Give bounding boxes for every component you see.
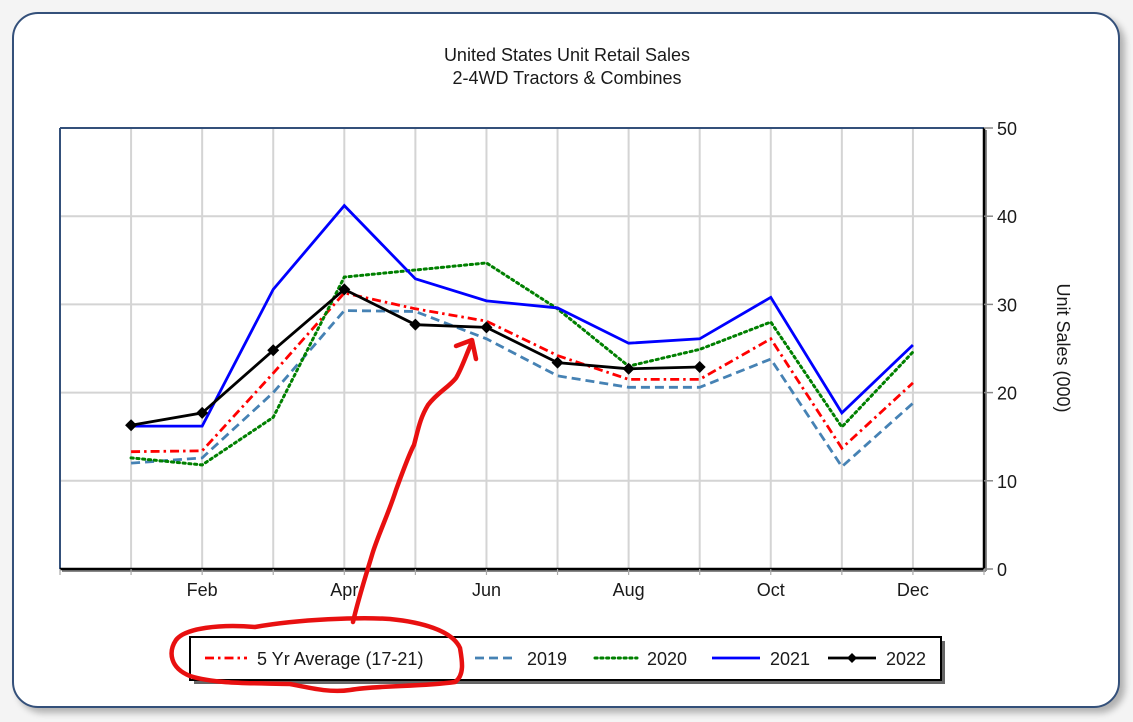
data-point-marker bbox=[338, 283, 351, 296]
legend-label: 2019 bbox=[527, 649, 567, 669]
data-point-marker bbox=[196, 406, 209, 419]
x-tick-label: Jun bbox=[472, 580, 501, 600]
series-line bbox=[131, 291, 914, 454]
data-point-marker bbox=[693, 361, 706, 374]
x-tick-label: Oct bbox=[757, 580, 785, 600]
series-2020 bbox=[129, 261, 915, 467]
y-tick-label: 0 bbox=[997, 560, 1007, 580]
x-tick-label: Aug bbox=[613, 580, 645, 600]
annotation-arrowhead bbox=[453, 337, 479, 362]
y-tick-label: 40 bbox=[997, 207, 1017, 227]
chart-title: United States Unit Retail Sales bbox=[444, 45, 690, 65]
plot-border bbox=[59, 127, 987, 572]
data-point-marker bbox=[267, 344, 280, 357]
chart-subtitle: 2-4WD Tractors & Combines bbox=[452, 68, 681, 88]
series-2019 bbox=[130, 309, 914, 469]
plot-area bbox=[60, 128, 984, 569]
series-layer bbox=[125, 203, 915, 469]
data-point-marker bbox=[622, 362, 635, 375]
y-tick-label: 10 bbox=[997, 472, 1017, 492]
data-point-marker bbox=[125, 419, 138, 432]
x-tick-label: Feb bbox=[187, 580, 218, 600]
legend-label: 5 Yr Average (17-21) bbox=[257, 649, 423, 669]
y-tick-label: 30 bbox=[997, 295, 1017, 315]
legend-marker bbox=[847, 653, 857, 663]
legend-label: 2022 bbox=[886, 649, 926, 669]
series-line bbox=[129, 261, 915, 467]
data-point-marker bbox=[480, 321, 493, 334]
legend: 5 Yr Average (17-21) 2019 2020 2021 2022 bbox=[189, 636, 945, 684]
data-point-marker bbox=[409, 318, 422, 331]
ticks: 0 10 20 30 40 50 Feb Apr Jun Aug Oct Dec bbox=[59, 119, 1017, 600]
y-axis-label: Unit Sales (000) bbox=[1053, 283, 1073, 412]
data-point-marker bbox=[551, 356, 564, 369]
x-tick-label: Dec bbox=[897, 580, 929, 600]
y-tick-label: 20 bbox=[997, 384, 1017, 404]
x-tick-label: Apr bbox=[330, 580, 358, 600]
series-2021 bbox=[131, 203, 914, 428]
series-2022 bbox=[125, 283, 706, 432]
legend-label: 2020 bbox=[647, 649, 687, 669]
red-annotation bbox=[169, 337, 479, 694]
legend-label: 2021 bbox=[770, 649, 810, 669]
legend-box bbox=[189, 636, 942, 681]
annotation-circle bbox=[169, 616, 465, 694]
annotation-arrow bbox=[350, 339, 475, 625]
series-line bbox=[130, 309, 914, 469]
y-tick-label: 50 bbox=[997, 119, 1017, 139]
series-line bbox=[131, 203, 914, 428]
series-5-yr-average-17-21 bbox=[131, 291, 914, 454]
